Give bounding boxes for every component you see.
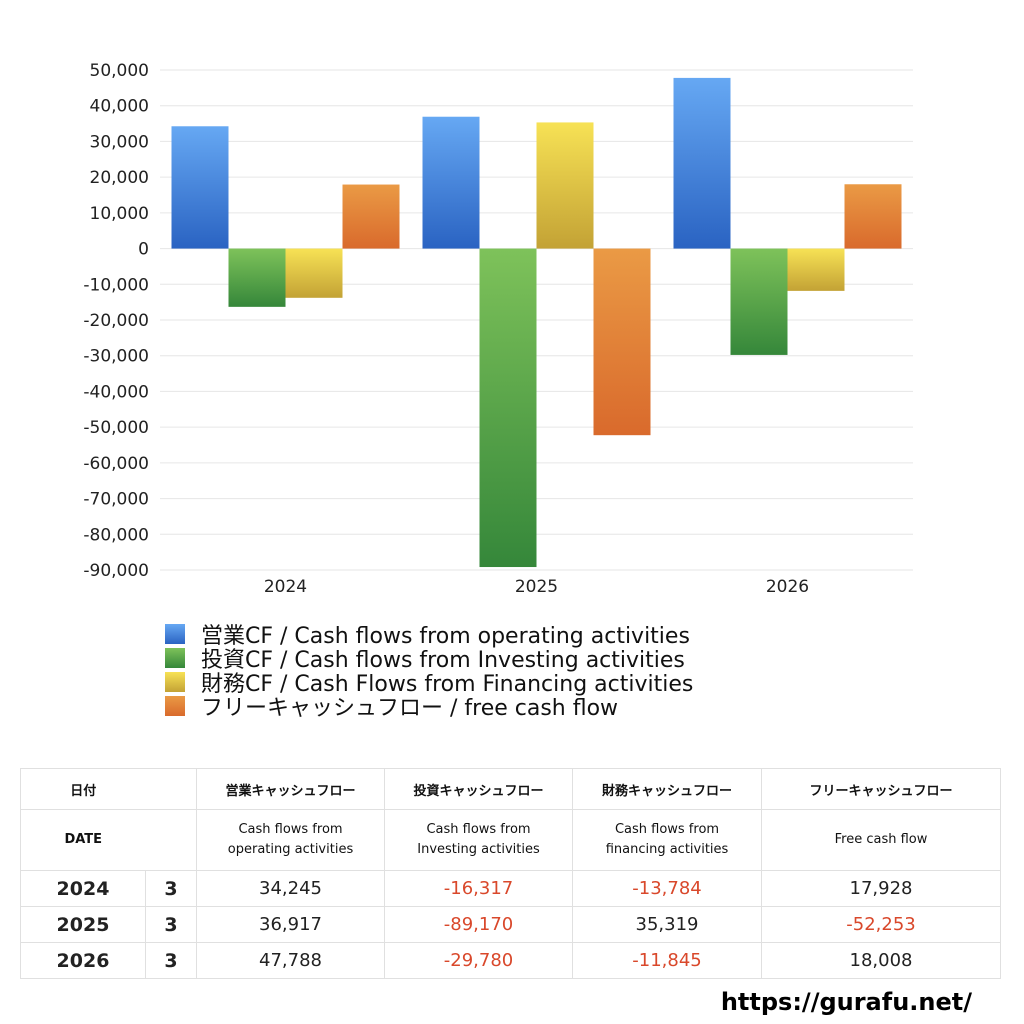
bar-investing-2026 xyxy=(730,248,788,355)
row-operating: 34,245 xyxy=(196,870,385,907)
legend: 営業CF / Cash flows from operating activit… xyxy=(165,622,693,721)
row-financing: -11,845 xyxy=(572,942,762,979)
row-month: 3 xyxy=(145,870,197,907)
row-investing: -29,780 xyxy=(384,942,573,979)
bar-financing-2026 xyxy=(787,248,845,291)
legend-item-operating: 営業CF / Cash flows from operating activit… xyxy=(165,622,693,649)
header-operating-en: Cash flows from operating activities xyxy=(196,809,385,871)
y-tick-label: 10,000 xyxy=(90,204,149,224)
legend-label-financing: 財務CF / Cash Flows from Financing activit… xyxy=(201,672,694,697)
y-tick-label: -20,000 xyxy=(83,311,149,331)
header-spacer xyxy=(145,768,197,810)
header-financing-jp: 財務キャッシュフロー xyxy=(572,768,762,810)
y-tick-label: 0 xyxy=(138,240,149,260)
legend-swatch-financing xyxy=(165,672,185,692)
row-investing: -16,317 xyxy=(384,870,573,907)
legend-label-investing: 投資CF / Cash flows from Investing activit… xyxy=(201,648,685,673)
legend-swatch-free xyxy=(165,696,185,716)
y-tick-label: 30,000 xyxy=(90,132,149,152)
row-free: 17,928 xyxy=(761,870,1001,907)
header-financing-en: Cash flows from financing activities xyxy=(572,809,762,871)
bar-financing-2025 xyxy=(536,122,594,249)
x-tick-label: 2025 xyxy=(515,577,558,597)
header-date-jp: 日付 xyxy=(20,768,146,810)
table-row: 2025 3 36,917 -89,170 35,319 -52,253 xyxy=(20,906,1001,943)
y-axis-ticks: 50,000 40,000 30,000 20,000 10,000 0 -10,000 -2… xyxy=(83,61,149,581)
y-tick-label: -50,000 xyxy=(83,418,149,438)
bars xyxy=(171,77,902,568)
header-financing-en-line2: financing activities xyxy=(605,842,729,857)
header-investing-en: Cash flows from Investing activities xyxy=(384,809,573,871)
row-year: 2026 xyxy=(20,942,146,979)
header-free-en: Free cash flow xyxy=(761,809,1001,871)
bar-financing-2024 xyxy=(285,248,343,298)
row-year: 2025 xyxy=(20,906,146,943)
cash-flow-bar-chart: 50,000 40,000 30,000 20,000 10,000 0 -10,000 -2… xyxy=(83,61,913,597)
row-financing: 35,319 xyxy=(572,906,762,943)
y-tick-label: -80,000 xyxy=(83,525,149,545)
table-row: 2026 3 47,788 -29,780 -11,845 18,008 xyxy=(20,942,1001,979)
header-date-en: DATE xyxy=(20,809,146,871)
bar-free-2024 xyxy=(342,184,400,249)
bar-investing-2025 xyxy=(479,248,537,568)
header-operating-en-line1: Cash flows from xyxy=(238,822,343,837)
y-tick-label: -60,000 xyxy=(83,454,149,474)
bar-investing-2024 xyxy=(228,248,286,307)
site-url[interactable]: https://gurafu.net/ xyxy=(720,988,972,1016)
bar-operating-2026 xyxy=(673,77,731,249)
header-financing-en-line1: Cash flows from xyxy=(614,822,720,837)
cash-flow-table: 日付 営業キャッシュフロー 投資キャッシュフロー 財務キャッシュフロー フリーキ… xyxy=(20,768,1001,979)
row-year: 2024 xyxy=(20,870,146,907)
y-tick-label: 50,000 xyxy=(90,61,149,81)
legend-label-free: フリーキャッシュフロー / free cash flow xyxy=(201,696,619,721)
row-operating: 36,917 xyxy=(196,906,385,943)
header-investing-en-line1: Cash flows from xyxy=(426,822,531,837)
header-free-jp: フリーキャッシュフロー xyxy=(761,768,1001,810)
row-investing: -89,170 xyxy=(384,906,573,943)
legend-item-financing: 財務CF / Cash Flows from Financing activit… xyxy=(165,670,693,697)
bar-free-2026 xyxy=(844,184,902,249)
row-month: 3 xyxy=(145,942,197,979)
legend-swatch-investing xyxy=(165,648,185,668)
row-free: 18,008 xyxy=(761,942,1001,979)
y-tick-label: -40,000 xyxy=(83,382,149,402)
y-tick-label: -30,000 xyxy=(83,347,149,367)
bar-operating-2024 xyxy=(171,126,229,249)
x-tick-label: 2024 xyxy=(264,577,307,597)
row-free: -52,253 xyxy=(761,906,1001,943)
header-investing-en-line2: Investing activities xyxy=(417,842,540,857)
y-tick-label: -70,000 xyxy=(83,490,149,510)
legend-label-operating: 営業CF / Cash flows from operating activit… xyxy=(201,624,690,649)
y-tick-label: -10,000 xyxy=(83,275,149,295)
header-spacer-en xyxy=(145,809,197,871)
legend-swatch-operating xyxy=(165,624,185,644)
legend-item-free: フリーキャッシュフロー / free cash flow xyxy=(165,694,693,721)
table-row: 2024 3 34,245 -16,317 -13,784 17,928 xyxy=(20,870,1001,907)
header-operating-jp: 営業キャッシュフロー xyxy=(196,768,385,810)
y-tick-label: 40,000 xyxy=(90,97,149,117)
header-operating-en-line2: operating activities xyxy=(227,842,354,857)
header-investing-jp: 投資キャッシュフロー xyxy=(384,768,573,810)
x-tick-label: 2026 xyxy=(766,577,809,597)
table-header-en: DATE Cash flows from operating activities… xyxy=(20,809,1001,871)
x-axis-labels: 2024 2025 2026 xyxy=(264,577,809,597)
y-tick-label: -90,000 xyxy=(83,561,149,581)
legend-item-investing: 投資CF / Cash flows from Investing activit… xyxy=(165,646,693,673)
row-month: 3 xyxy=(145,906,197,943)
bar-operating-2025 xyxy=(422,116,480,249)
row-operating: 47,788 xyxy=(196,942,385,979)
table-header-jp: 日付 営業キャッシュフロー 投資キャッシュフロー 財務キャッシュフロー フリーキ… xyxy=(20,768,1001,810)
row-financing: -13,784 xyxy=(572,870,762,907)
y-tick-label: 20,000 xyxy=(90,168,149,188)
bar-free-2025 xyxy=(593,248,651,436)
